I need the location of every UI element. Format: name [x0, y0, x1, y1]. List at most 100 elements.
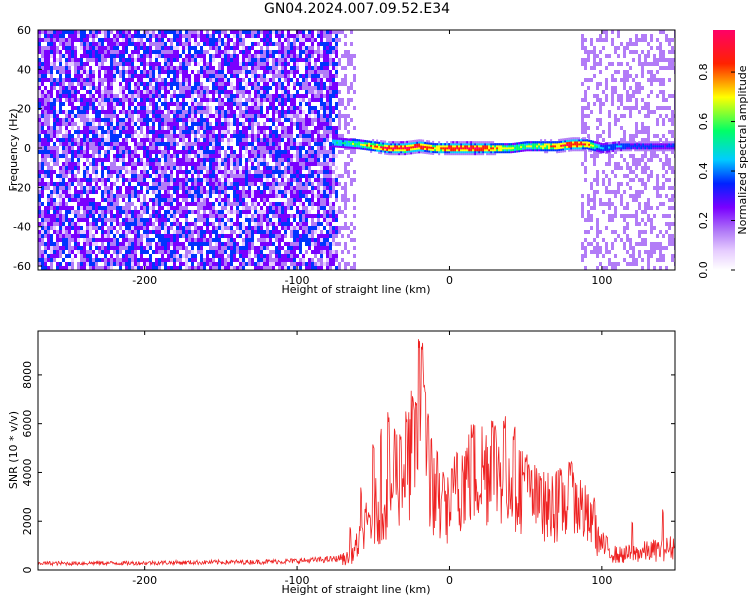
spectrogram-cell [239, 94, 242, 98]
spectrogram-cell [188, 190, 191, 194]
spectrogram-cell [38, 262, 41, 266]
spectrogram-cell [140, 206, 143, 210]
spectrogram-cell [281, 174, 284, 178]
spectrogram-cell [95, 54, 98, 58]
spectrogram-cell [182, 242, 185, 246]
spectrogram-cell [299, 82, 302, 86]
spectrogram-cell [263, 54, 266, 58]
spectrogram-cell [176, 102, 179, 106]
spectrogram-cell [131, 230, 134, 234]
spectrogram-cell [350, 30, 353, 34]
spectrogram-cell [68, 262, 71, 266]
spectrogram-cell [200, 250, 203, 254]
spectrogram-cell [227, 70, 230, 74]
spectrogram-cell [140, 54, 143, 58]
spectrogram-cell [185, 82, 188, 86]
spectrogram-cell [47, 162, 50, 166]
spectrogram-cell [251, 142, 254, 146]
spectrogram-cell [149, 82, 152, 86]
spectrogram-cell [329, 222, 332, 226]
spectrogram-cell [95, 130, 98, 134]
spectrogram-cell [137, 262, 140, 266]
spectrogram-cell [89, 202, 92, 206]
spectrogram-cell [308, 246, 311, 250]
spectrogram-cell [83, 54, 86, 58]
spectrogram-cell [224, 166, 227, 170]
spectrogram-cell [266, 234, 269, 238]
spectrogram-cell [206, 106, 209, 110]
spectrogram-cell [113, 170, 116, 174]
spectrogram-cell [125, 118, 128, 122]
spectrogram-cell [155, 138, 158, 142]
spectrogram-cell [281, 238, 284, 242]
spectrogram-cell [206, 122, 209, 126]
spectrogram-cell [332, 206, 335, 210]
spectrogram-cell [197, 202, 200, 206]
spectrogram-cell [230, 146, 233, 150]
spectrogram-cell [107, 90, 110, 94]
spectrogram-cell [116, 54, 119, 58]
spectrogram-cell [77, 222, 80, 226]
spectrogram-cell [299, 246, 302, 250]
spectrogram-cell [335, 62, 338, 66]
spectrogram-cell [98, 266, 101, 270]
spectrogram-cell [47, 106, 50, 110]
spectrogram-cell [215, 114, 218, 118]
spectrogram-cell [38, 174, 41, 178]
spectrogram-cell [272, 114, 275, 118]
spectrogram-cell [260, 142, 263, 146]
spectrogram-cell [110, 242, 113, 246]
spectrogram-cell [215, 134, 218, 138]
spectrogram-cell [338, 210, 341, 214]
spectrogram-cell [38, 234, 41, 238]
spectrogram-cell [191, 186, 194, 190]
spectrogram-cell [71, 46, 74, 50]
spectrogram-cell [38, 30, 41, 34]
spectrogram-cell [338, 242, 341, 246]
spectrogram-cell [92, 54, 95, 58]
spectrogram-cell [257, 122, 260, 126]
spectrogram-cell [326, 162, 329, 166]
spectrogram-cell [134, 218, 137, 222]
spectrogram-cell [179, 114, 182, 118]
spectrogram-cell [68, 242, 71, 246]
spectrogram-cell [305, 94, 308, 98]
spectrogram-cell [215, 118, 218, 122]
spectrogram-cell [101, 170, 104, 174]
spectrogram-cell [308, 130, 311, 134]
spectrogram-cell [74, 178, 77, 182]
spectrogram-cell [329, 166, 332, 170]
spectrogram-cell [185, 226, 188, 230]
spectrogram-cell [272, 190, 275, 194]
spectrogram-cell [110, 82, 113, 86]
spectrogram-cell [194, 130, 197, 134]
spectrogram-cell [335, 50, 338, 54]
spectrogram-cell [44, 214, 47, 218]
spectrogram-cell [191, 130, 194, 134]
spectrogram-cell [203, 162, 206, 166]
spectrogram-cell [143, 226, 146, 230]
spectrogram-cell [131, 266, 134, 270]
spectrogram-cell [92, 266, 95, 270]
spectrogram-cell [59, 86, 62, 90]
spectrogram-cell [302, 182, 305, 186]
spectrogram-cell [326, 78, 329, 82]
spectrogram-cell [203, 174, 206, 178]
spectrogram-cell [131, 34, 134, 38]
spectrogram-cell [41, 202, 44, 206]
spectrogram-cell [194, 102, 197, 106]
spectrogram-cell [206, 214, 209, 218]
spectrogram-cell [74, 86, 77, 90]
spectrogram-cell [107, 186, 110, 190]
spectrogram-cell [167, 266, 170, 270]
spectrogram-cell [59, 106, 62, 110]
spectrogram-cell [203, 266, 206, 270]
spectrogram-cell [113, 58, 116, 62]
spectrogram-cell [242, 170, 245, 174]
spectrogram-cell [293, 94, 296, 98]
spectrogram-cell [86, 226, 89, 230]
spectrogram-cell [50, 34, 53, 38]
spectrogram-cell [272, 82, 275, 86]
spectrogram-cell [278, 218, 281, 222]
spectrogram-cell [104, 222, 107, 226]
